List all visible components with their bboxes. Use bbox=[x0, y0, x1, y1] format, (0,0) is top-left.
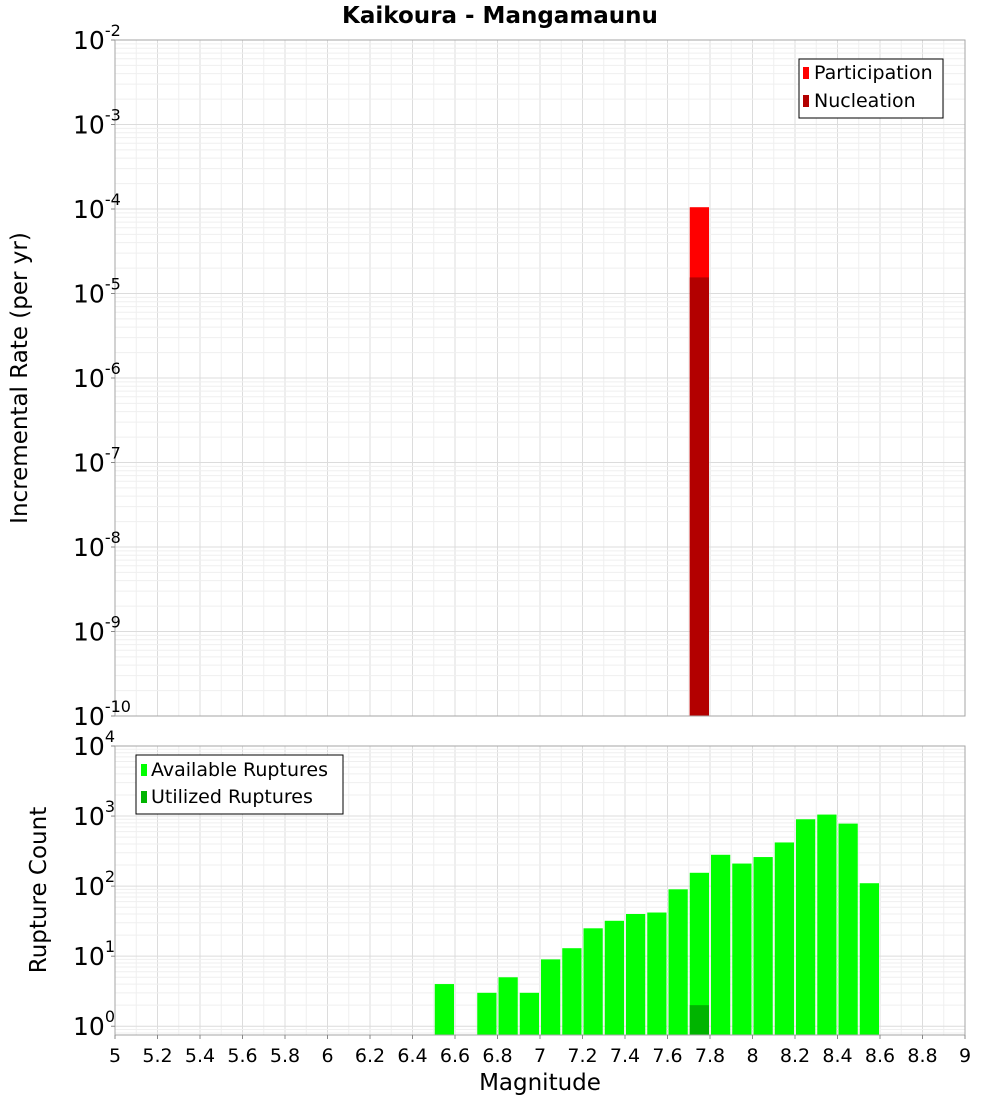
x-tick-label: 6.4 bbox=[397, 1045, 427, 1067]
bar-available-ruptures bbox=[859, 883, 879, 1035]
bar-available-ruptures bbox=[838, 823, 858, 1035]
bar-available-ruptures bbox=[434, 984, 454, 1035]
y-tick-label: 10-8 bbox=[73, 528, 121, 562]
x-tick-label: 8 bbox=[746, 1045, 758, 1067]
y-tick-label: 10-10 bbox=[73, 697, 131, 731]
y-tick-label: 10-5 bbox=[73, 275, 121, 309]
x-tick-label: 8.6 bbox=[865, 1045, 895, 1067]
x-tick-label: 7 bbox=[534, 1045, 546, 1067]
top-panel-bars bbox=[689, 207, 709, 716]
y-tick-label: 10-2 bbox=[73, 21, 121, 55]
x-tick-label: 5 bbox=[109, 1045, 121, 1067]
bar-available-ruptures bbox=[753, 857, 773, 1035]
bar-available-ruptures bbox=[689, 872, 709, 1035]
legend-swatch-participation bbox=[803, 67, 809, 79]
bar-available-ruptures bbox=[626, 914, 646, 1035]
top-y-axis-label: Incremental Rate (per yr) bbox=[7, 232, 33, 524]
legend-label-available: Available Ruptures bbox=[151, 759, 328, 781]
x-tick-label: 7.6 bbox=[652, 1045, 682, 1067]
legend-swatch-nucleation bbox=[803, 95, 809, 107]
y-tick-label: 10-4 bbox=[73, 190, 121, 224]
x-tick-label: 9 bbox=[959, 1045, 971, 1067]
x-tick-label: 7.4 bbox=[610, 1045, 640, 1067]
legend-label-utilized: Utilized Ruptures bbox=[151, 786, 313, 808]
y-tick-label: 104 bbox=[73, 727, 115, 761]
x-tick-label: 6.6 bbox=[440, 1045, 470, 1067]
x-tick-label: 8.2 bbox=[780, 1045, 810, 1067]
bar-available-ruptures bbox=[541, 959, 561, 1035]
y-tick-label: 101 bbox=[73, 937, 115, 971]
y-tick-label: 102 bbox=[73, 867, 115, 901]
bar-utilized-ruptures bbox=[689, 1005, 709, 1035]
bottom-legend: Available Ruptures Utilized Ruptures bbox=[135, 754, 344, 815]
x-tick-label: 5.6 bbox=[227, 1045, 257, 1067]
x-tick-label: 7.2 bbox=[567, 1045, 597, 1067]
bar-available-ruptures bbox=[774, 842, 794, 1035]
bottom-y-axis-label: Rupture Count bbox=[26, 807, 52, 973]
bar-available-ruptures bbox=[817, 814, 837, 1035]
y-tick-label: 10-3 bbox=[73, 106, 121, 140]
legend-label-nucleation: Nucleation bbox=[814, 90, 916, 112]
x-axis-ticks: 5 5.2 5.4 5.6 5.8 6 6.2 6.4 6.6 6.8 7 7.2 7.4 7.6 7.8 8… bbox=[109, 1035, 971, 1067]
bar-available-ruptures bbox=[732, 863, 752, 1035]
bar-available-ruptures bbox=[796, 819, 816, 1035]
bottom-panel-bars bbox=[434, 814, 879, 1035]
x-tick-label: 5.4 bbox=[185, 1045, 215, 1067]
y-tick-label: 10-9 bbox=[73, 613, 121, 647]
bar-available-ruptures bbox=[562, 948, 582, 1035]
bar-available-ruptures bbox=[477, 992, 497, 1035]
bar-available-ruptures bbox=[498, 977, 518, 1035]
y-tick-label: 10-6 bbox=[73, 359, 121, 393]
bar-nucleation bbox=[689, 277, 709, 716]
x-axis-label: Magnitude bbox=[479, 1070, 601, 1096]
x-tick-label: 8.8 bbox=[907, 1045, 937, 1067]
top-legend: Participation Nucleation bbox=[798, 58, 944, 119]
legend-swatch-available bbox=[141, 764, 147, 776]
x-tick-label: 8.4 bbox=[822, 1045, 852, 1067]
bar-available-ruptures bbox=[711, 854, 731, 1035]
top-panel-y-ticks: 10-10 10-9 10-8 10-7 10-6 10-5 10-4 10-3 10-2 bbox=[73, 21, 131, 731]
bar-available-ruptures bbox=[519, 992, 539, 1035]
bottom-panel-y-ticks: 100 101 102 103 104 bbox=[73, 727, 115, 1041]
x-tick-label: 6.2 bbox=[355, 1045, 385, 1067]
legend-swatch-utilized bbox=[141, 791, 147, 803]
bar-available-ruptures bbox=[668, 889, 688, 1035]
y-tick-label: 10-7 bbox=[73, 444, 121, 478]
top-panel-grid bbox=[114, 40, 966, 717]
x-tick-label: 6.8 bbox=[482, 1045, 512, 1067]
bar-available-ruptures bbox=[583, 928, 603, 1035]
bar-available-ruptures bbox=[647, 912, 667, 1035]
bar-available-ruptures bbox=[604, 920, 624, 1035]
legend-label-participation: Participation bbox=[814, 62, 933, 84]
chart-title: Kaikoura - Mangamaunu bbox=[342, 3, 658, 29]
x-tick-label: 7.8 bbox=[695, 1045, 725, 1067]
y-tick-label: 103 bbox=[73, 797, 115, 831]
y-tick-label: 100 bbox=[73, 1007, 115, 1041]
x-tick-label: 5.8 bbox=[270, 1045, 300, 1067]
x-tick-label: 5.2 bbox=[142, 1045, 172, 1067]
x-tick-label: 6 bbox=[321, 1045, 333, 1067]
